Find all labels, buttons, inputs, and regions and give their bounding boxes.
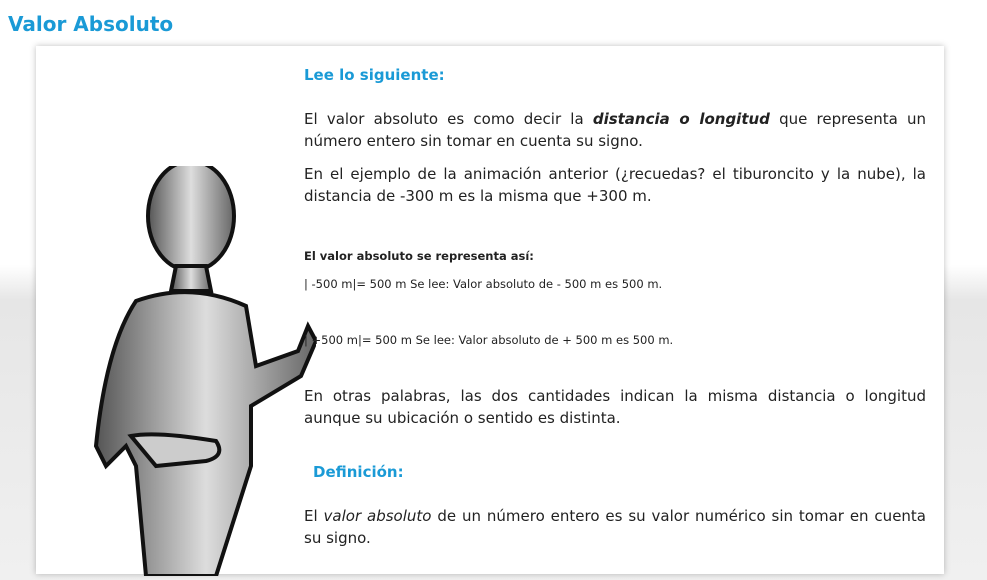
paragraph-example: En el ejemplo de la animación anterior (… bbox=[304, 165, 926, 205]
section-heading-definition: Definición: bbox=[313, 463, 404, 481]
example-positive: | +500 m|= 500 m Se lee: Valor absoluto … bbox=[304, 333, 674, 347]
section-heading-read: Lee lo siguiente: bbox=[304, 66, 445, 84]
paragraph-intro: El valor absoluto es como decir la dista… bbox=[304, 110, 926, 150]
paragraph-definition: El valor absoluto de un número entero es… bbox=[304, 507, 926, 547]
content-card: Lee lo siguiente: El valor absoluto es c… bbox=[36, 46, 944, 576]
page-title: Valor Absoluto bbox=[8, 12, 174, 36]
example-negative: | -500 m|= 500 m Se lee: Valor absoluto … bbox=[304, 277, 663, 291]
paragraph-summary: En otras palabras, las dos cantidades in… bbox=[304, 387, 926, 427]
presenter-figure-image bbox=[93, 166, 316, 576]
representation-title: El valor absoluto se representa así: bbox=[304, 249, 534, 263]
